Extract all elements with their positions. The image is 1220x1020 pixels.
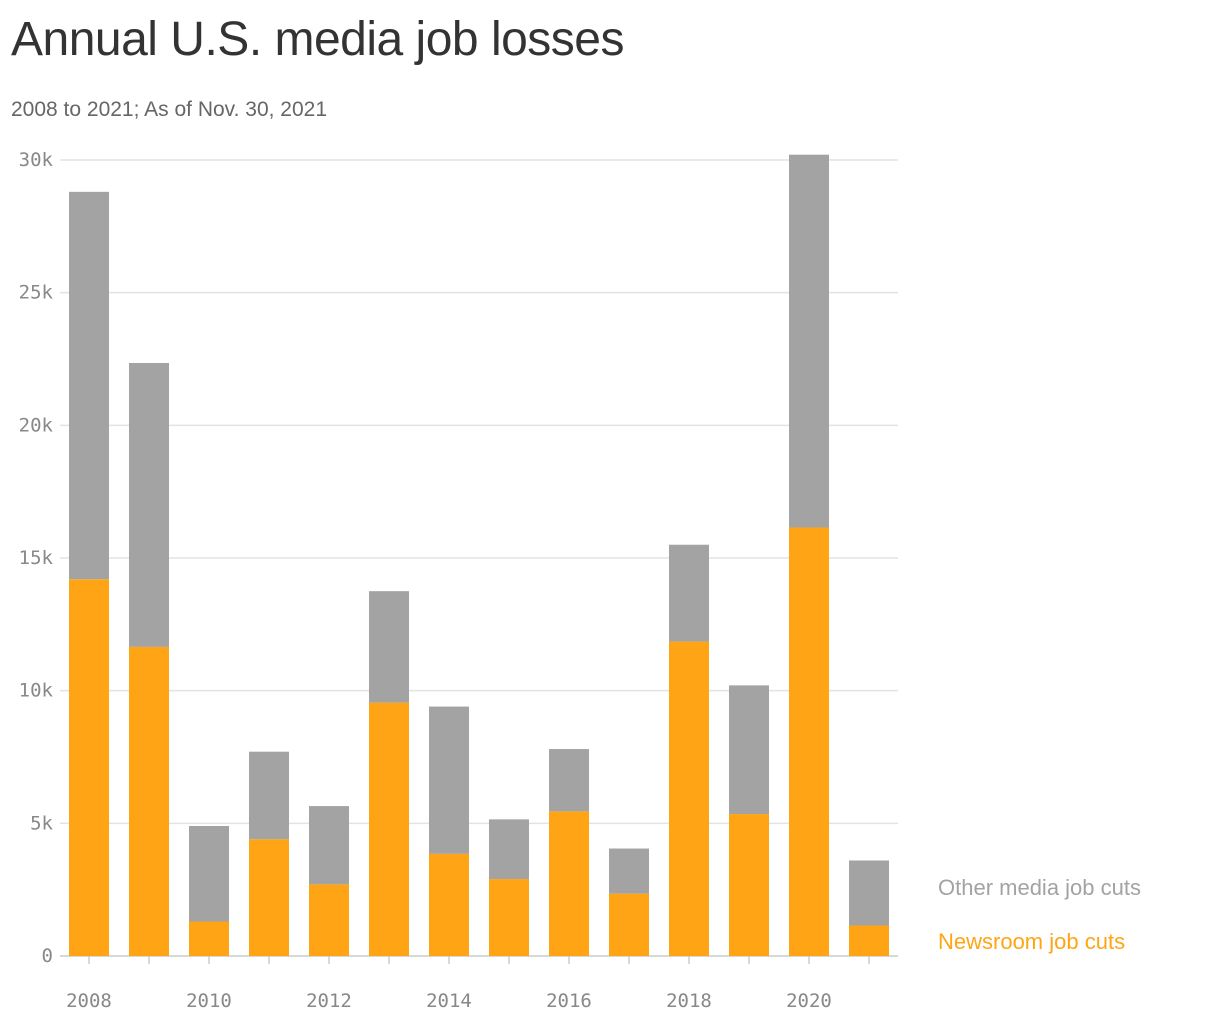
bar-other-media-cuts (129, 362, 169, 647)
bar-newsroom-cuts (129, 646, 169, 956)
bar-newsroom-cuts (729, 814, 769, 956)
bar-other-media-cuts (729, 685, 769, 815)
x-tick-label: 2010 (186, 990, 232, 1012)
bar-other-media-cuts (429, 706, 469, 854)
bar-other-media-cuts (69, 191, 109, 580)
bar-newsroom-cuts (549, 811, 589, 956)
y-tick-label: 20k (19, 414, 54, 436)
y-tick-label: 0 (42, 945, 53, 967)
bar-other-media-cuts (249, 751, 289, 840)
bar-other-media-cuts (549, 749, 589, 812)
bar-other-media-cuts (669, 544, 709, 642)
bar-newsroom-cuts (489, 879, 529, 956)
x-axis: 2008 2010 2012 2014 2016 2018 2020 (66, 956, 870, 1012)
y-tick-label: 15k (19, 547, 54, 569)
bar-other-media-cuts (489, 819, 529, 880)
bar-newsroom-cuts (189, 921, 229, 956)
y-tick-label: 10k (19, 680, 54, 702)
legend: Other media job cuts Newsroom job cuts (938, 875, 1141, 954)
x-tick-label: 2016 (546, 990, 592, 1012)
bar-other-media-cuts (849, 860, 889, 926)
x-tick-label: 2018 (666, 990, 712, 1012)
y-tick-label: 30k (19, 149, 54, 171)
gridlines (60, 159, 898, 957)
legend-newsroom-label: Newsroom job cuts (938, 929, 1125, 954)
bar-other-media-cuts (189, 825, 229, 922)
y-axis-ticks: 0 5k 10k 15k 20k 25k 30k (19, 149, 54, 967)
bar-other-media-cuts (609, 848, 649, 894)
bar-other-media-cuts (369, 591, 409, 703)
bar-newsroom-cuts (669, 641, 709, 956)
bar-newsroom-cuts (609, 893, 649, 956)
x-tick-label: 2008 (66, 990, 112, 1012)
bar-other-media-cuts (789, 154, 829, 528)
bar-newsroom-cuts (369, 702, 409, 956)
chart-subtitle: 2008 to 2021; As of Nov. 30, 2021 (11, 98, 328, 121)
x-tick-label: 2020 (786, 990, 832, 1012)
bar-newsroom-cuts (69, 579, 109, 956)
bar-newsroom-cuts (249, 839, 289, 956)
bar-newsroom-cuts (789, 527, 829, 956)
y-tick-label: 5k (30, 812, 53, 834)
x-tick-label: 2014 (426, 990, 472, 1012)
bar-newsroom-cuts (309, 884, 349, 956)
bar-newsroom-cuts (429, 853, 469, 956)
y-tick-label: 25k (19, 282, 54, 304)
legend-other-media-label: Other media job cuts (938, 875, 1141, 900)
bars (69, 154, 889, 956)
bar-other-media-cuts (309, 806, 349, 885)
bar-newsroom-cuts (849, 925, 889, 956)
x-tick-label: 2012 (306, 990, 352, 1012)
chart-title: Annual U.S. media job losses (11, 13, 625, 66)
